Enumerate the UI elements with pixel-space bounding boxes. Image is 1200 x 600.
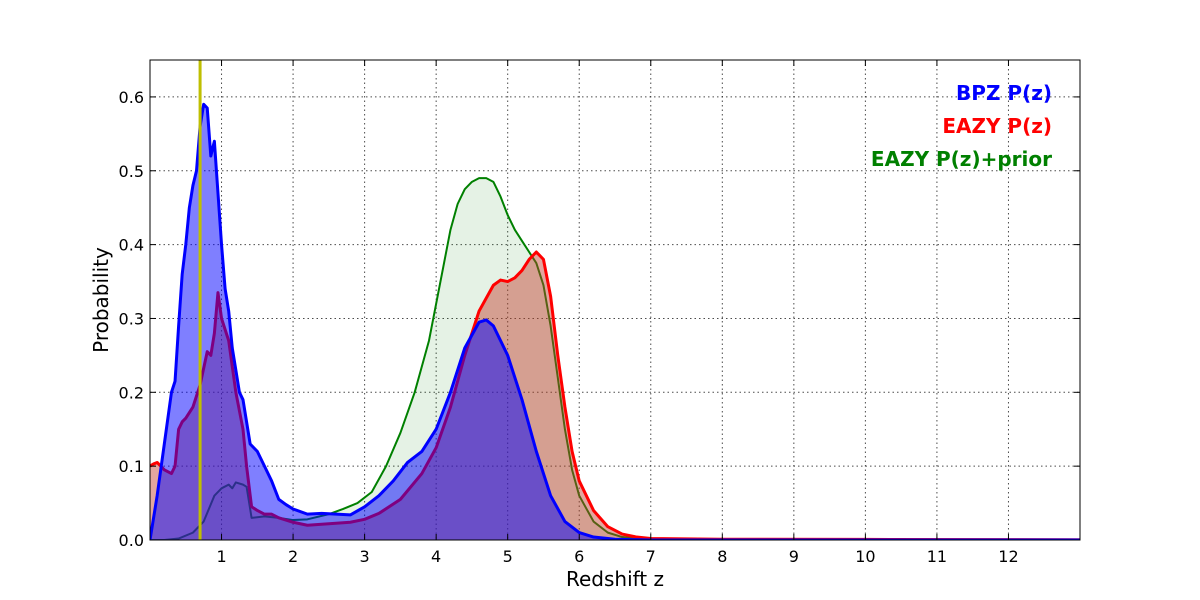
x-tick-label: 7 [646, 547, 656, 566]
series-line-bpz-p-z [150, 102, 1080, 540]
y-axis-label: Probability [89, 247, 113, 353]
series-area-bpz-p-z [150, 104, 1080, 540]
x-tick-label: 3 [360, 547, 370, 566]
legend-entry: BPZ P(z) [956, 81, 1052, 105]
legend-entry: EAZY P(z) [942, 114, 1052, 138]
y-tick-label: 0.5 [119, 162, 144, 181]
x-tick-label: 6 [574, 547, 584, 566]
x-tick-label: 11 [927, 547, 947, 566]
x-tick-label: 12 [998, 547, 1018, 566]
legend: BPZ P(z) EAZY P(z) EAZY P(z)+prior [871, 81, 1052, 171]
y-tick-label: 0.6 [119, 88, 144, 107]
x-tick-label: 8 [717, 547, 727, 566]
x-tick-label: 1 [216, 547, 226, 566]
series-layer [150, 102, 1080, 540]
x-tick-label: 4 [431, 547, 441, 566]
y-tick-label: 0.1 [119, 457, 144, 476]
y-tick-label: 0.3 [119, 309, 144, 328]
x-tick-label: 9 [789, 547, 799, 566]
x-tick-label: 5 [503, 547, 513, 566]
series-group [150, 102, 1080, 540]
x-tick-label: 10 [855, 547, 875, 566]
y-tick-label: 0.2 [119, 383, 144, 402]
x-tick-label: 2 [288, 547, 298, 566]
x-axis-label: Redshift z [566, 567, 664, 591]
legend-entry: EAZY P(z)+prior [871, 147, 1052, 171]
axis-ticks: 1 2 3 4 5 6 7 8 9 10 11 120.00.10.20.30.40.50.6 [119, 60, 1080, 566]
y-tick-label: 0.0 [119, 531, 144, 550]
plot-frame [149, 59, 1081, 541]
y-tick-label: 0.4 [119, 236, 144, 255]
